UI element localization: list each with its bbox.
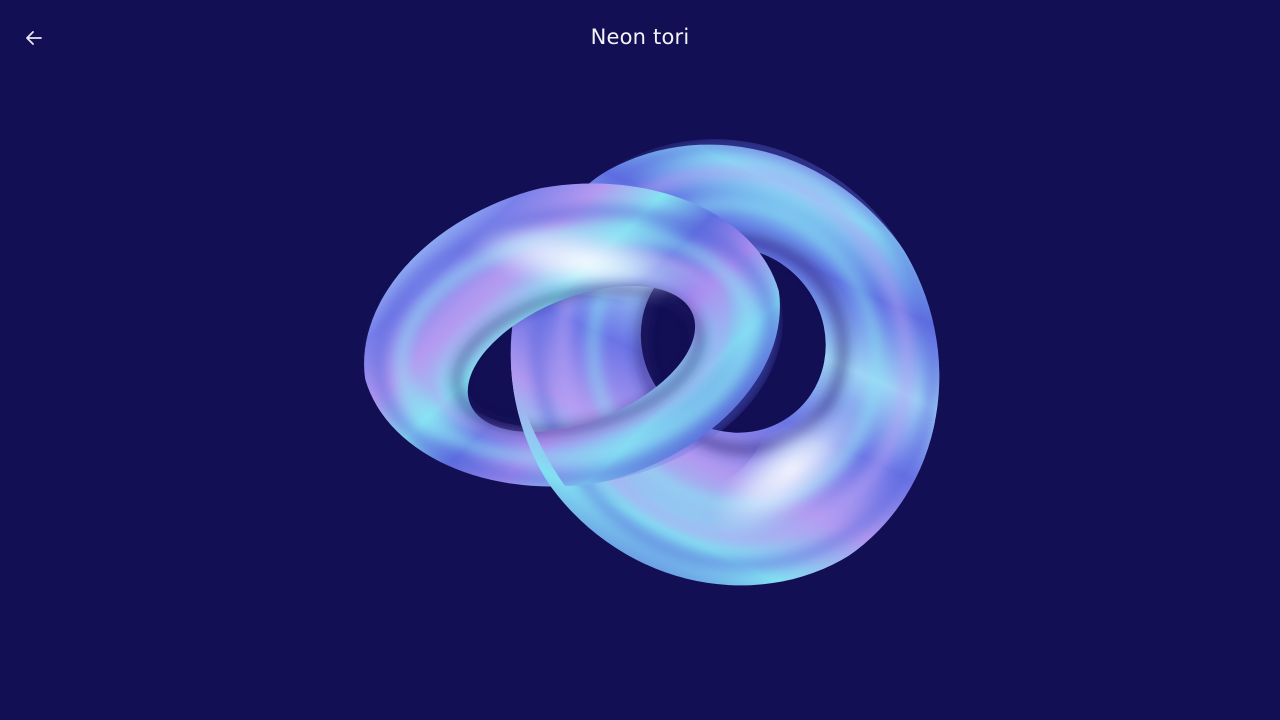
- back-button[interactable]: [16, 20, 52, 56]
- page-title: Neon tori: [590, 25, 690, 49]
- left-torus: [361, 183, 783, 487]
- arrow-left-icon: [24, 28, 44, 48]
